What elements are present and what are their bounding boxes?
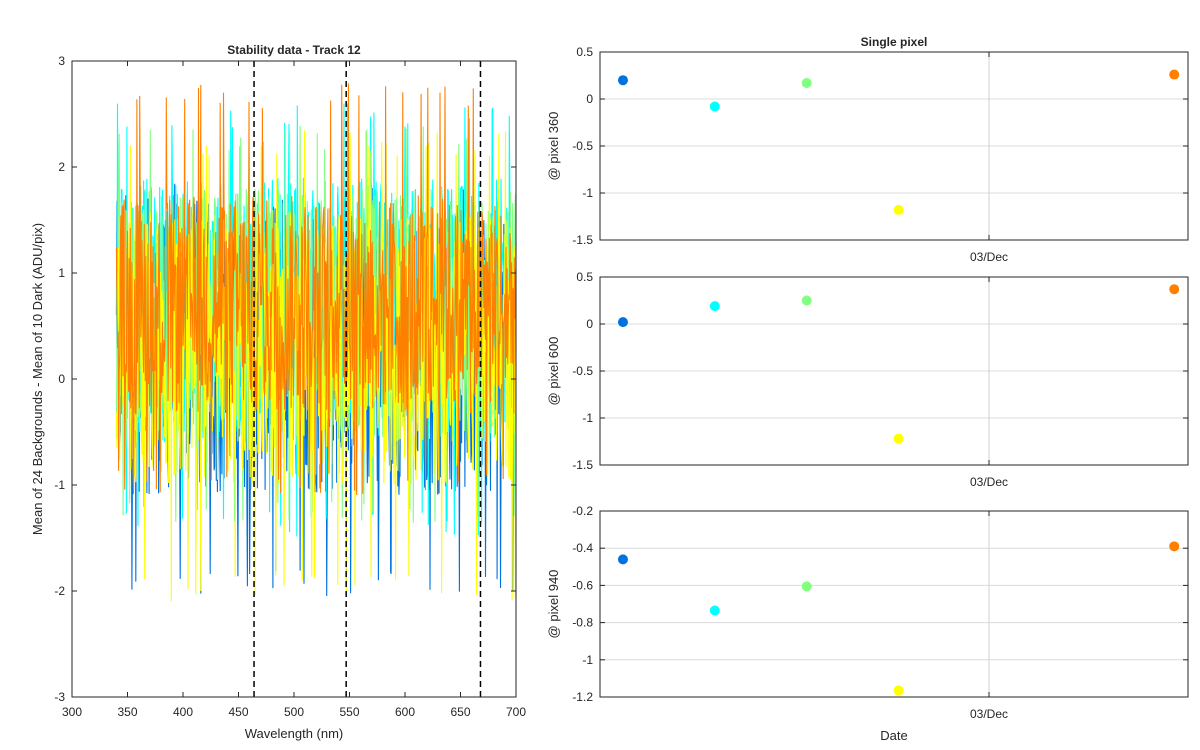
y-tick-label: 0.5 [576,45,593,59]
y-tick-label: -1.2 [572,690,593,704]
scatter-axes-box [599,510,1189,698]
data-point-1 [617,75,628,86]
stability-spectrum-panel: 300 350 400 450 500 550 600 650 700 -3 -2 -1 0 1 2 3 Sta… [30,43,526,741]
y-tick-label: -1 [582,653,593,667]
y-tick-label: -0.8 [572,616,593,630]
data-point-3 [801,295,812,306]
x-tick-label: 650 [450,705,470,719]
pixel-y-axis-label: @ pixel 940 [546,570,561,639]
y-tick-label: -0.6 [572,578,593,592]
date-tick-label: 03/Dec [970,250,1008,264]
pixel-y-axis-label: @ pixel 360 [546,112,561,181]
data-point-1 [617,317,628,328]
data-point-2 [709,301,720,312]
data-point-4 [893,433,904,444]
data-point-3 [801,581,812,592]
main-x-axis-label: Wavelength (nm) [245,726,344,741]
x-tick-label: 400 [173,705,193,719]
y-tick-label: -3 [54,690,65,704]
data-point-3 [801,78,812,89]
x-tick-label: 300 [62,705,82,719]
y-tick-label: -1.5 [572,233,593,247]
date-tick-label: 03/Dec [970,475,1008,489]
date-tick-label: 03/Dec [970,707,1008,721]
scatter-title: Single pixel [861,35,928,49]
y-tick-label: 1 [58,266,65,280]
data-point-5 [1169,541,1180,552]
y-tick-label: -0.2 [572,504,593,518]
x-tick-label: 600 [395,705,415,719]
y-tick-label: -0.5 [572,139,593,153]
x-tick-label: 350 [117,705,137,719]
data-point-4 [893,204,904,215]
y-tick-label: -0.4 [572,541,593,555]
y-tick-label: -1 [582,411,593,425]
data-point-5 [1169,284,1180,295]
x-tick-label: 450 [228,705,248,719]
x-tick-label: 500 [284,705,304,719]
y-tick-label: -2 [54,584,65,598]
main-y-axis-label: Mean of 24 Backgrounds - Mean of 10 Dark… [30,223,45,535]
data-point-4 [893,685,904,696]
data-point-1 [617,554,628,565]
x-tick-label: 700 [506,705,526,719]
y-tick-label: 0 [586,92,593,106]
spectrum-series-5 [115,83,517,496]
y-tick-label: -1 [54,478,65,492]
data-point-5 [1169,69,1180,80]
pixel-y-axis-label: @ pixel 600 [546,337,561,406]
pixel-940-panel: -1.2 -1 -0.8 -0.6 -0.4 -0.2 03/Dec Date @ pixel … [546,504,1189,743]
y-tick-label: -1 [582,186,593,200]
y-tick-label: 0.5 [576,270,593,284]
y-tick-label: 2 [58,160,65,174]
y-tick-label: 0 [58,372,65,386]
data-point-2 [709,605,720,616]
x-tick-label: 550 [339,705,359,719]
main-chart-title: Stability data - Track 12 [227,43,361,57]
y-tick-label: 3 [58,54,65,68]
y-tick-label: 0 [586,317,593,331]
date-axis-label: Date [880,728,907,743]
y-tick-label: -0.5 [572,364,593,378]
y-tick-label: -1.5 [572,458,593,472]
pixel-600-panel: -1.5 -1 -0.5 0 0.5 03/Dec @ pixel 600 [546,270,1189,489]
pixel-360-panel: -1.5 -1 -0.5 0 0.5 03/Dec Single pixel @ pixel … [546,35,1189,264]
data-point-2 [709,101,720,112]
